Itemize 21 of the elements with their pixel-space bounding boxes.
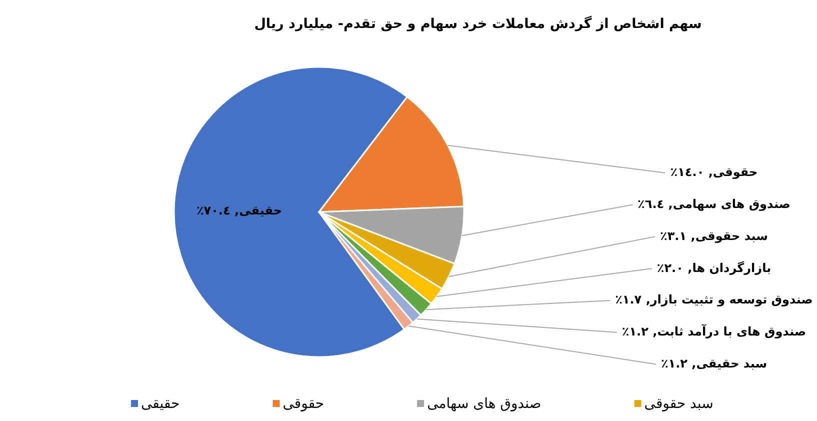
data-label: , ١.٢٪ bbox=[660, 356, 696, 371]
data-label: , ١٤.٠٪ bbox=[670, 165, 713, 180]
data-label: , ٣.١٪ bbox=[660, 228, 696, 243]
slice-label: صندوق توسعه و تثبیت بازار bbox=[649, 292, 813, 307]
slice-label: بازارگردان ها bbox=[692, 260, 772, 275]
data-label: , ١.٧٪ bbox=[615, 292, 650, 307]
data-label: , ٦.٤٪ bbox=[638, 197, 673, 212]
legend-label: صندوق های سهامی bbox=[427, 396, 542, 412]
legend-label: سبد حقوقی bbox=[644, 396, 714, 412]
legend-label: حقیقی bbox=[141, 396, 180, 412]
legend-label: حقوقی bbox=[282, 396, 324, 412]
data-label: , ٢.٠٪ bbox=[656, 260, 692, 275]
data-label: , ١.٢٪ bbox=[622, 324, 658, 339]
slice-label: سبد حقوقی bbox=[695, 228, 768, 243]
chart-title: سهم اشخاص از گردش معاملات خرد سهام و حق تقدم- میلیارد ریال bbox=[254, 15, 702, 32]
slice-label: حقوقی bbox=[712, 165, 758, 180]
slice-label: حقیقی bbox=[239, 203, 282, 218]
data-label: , ٧٠.٤٪ bbox=[196, 203, 240, 218]
slice-label: صندوق های سهامی bbox=[672, 197, 790, 212]
slice-label: سبد حقیقی bbox=[696, 356, 768, 371]
slice-label: صندوق های با درآمد ثابت bbox=[657, 324, 806, 339]
